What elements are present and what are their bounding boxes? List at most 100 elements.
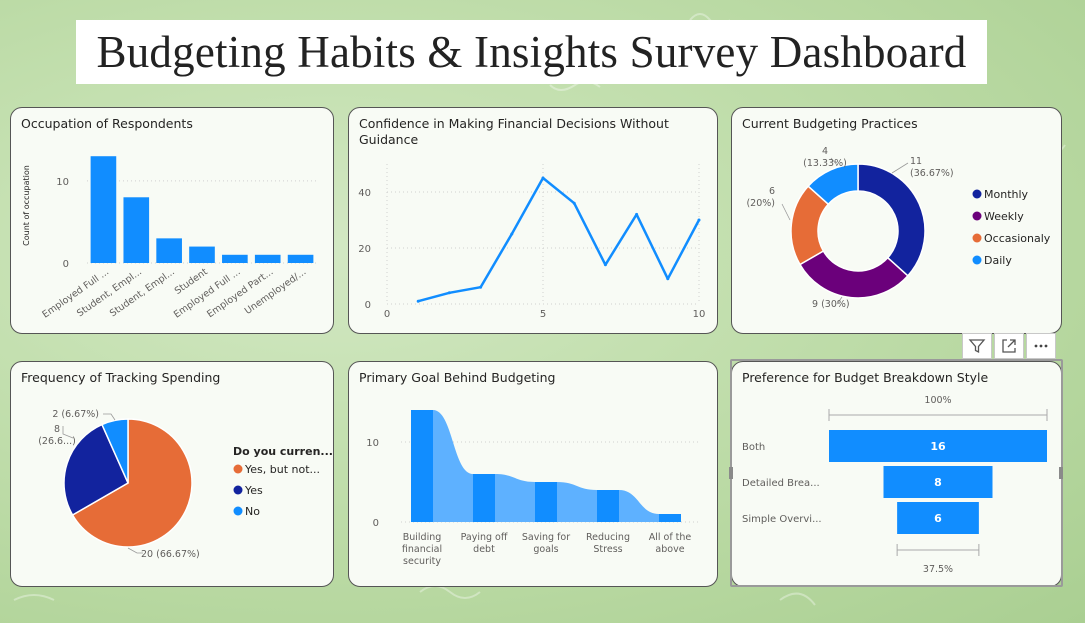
funnel-top-percent: 100%	[924, 395, 951, 406]
breakdown-card[interactable]: Preference for Budget Breakdown Style 10…	[731, 361, 1062, 587]
x-tick-label: Building financial security	[402, 532, 442, 567]
focus-mode-icon	[1002, 339, 1016, 353]
practices-data-label: 11 (36.67%)	[910, 156, 954, 179]
practices-slice-daily	[807, 163, 859, 206]
goal-ribbon	[619, 490, 659, 522]
occupation-card[interactable]: Occupation of Respondents 0 10 Count of oc…	[10, 107, 334, 334]
filter-button[interactable]	[962, 333, 992, 359]
x-tick-label: Paying off debt	[461, 532, 508, 555]
funnel-bar	[829, 430, 1047, 462]
practices-legend-item: Weekly	[984, 210, 1024, 223]
x-tick-label: Reducing Stress	[586, 532, 630, 555]
leader-line	[127, 547, 143, 554]
funnel-bar	[883, 466, 993, 498]
leader-line	[891, 162, 909, 174]
legend-marker	[972, 255, 982, 265]
confidence-data-point	[666, 277, 670, 281]
goal-ribbon-chart[interactable]: 0 10 Building financial security Paying off de…	[349, 362, 718, 587]
confidence-data-point	[603, 263, 607, 267]
goal-ribbon	[495, 474, 535, 522]
y-tick-label: 10	[366, 438, 379, 449]
resize-handle-left[interactable]	[729, 467, 733, 479]
confidence-series-line	[417, 176, 701, 303]
tracking-data-label: 20 (66.67%)	[141, 549, 200, 560]
funnel-bar	[897, 502, 979, 534]
tracking-card-title: Frequency of Tracking Spending	[21, 370, 221, 385]
leader-line	[836, 296, 843, 305]
funnel-category-label: Both	[742, 442, 765, 453]
tracking-pie-chart[interactable]: 20 (66.67%) 8 (26.6...) 2 (6.67%) Do you cur…	[11, 362, 334, 587]
funnel-value-label: 16	[930, 440, 946, 453]
legend-marker	[972, 211, 982, 221]
tracking-slice	[71, 418, 193, 548]
goal-card[interactable]: Primary Goal Behind Budgeting 0 10 Buildin…	[348, 361, 718, 587]
confidence-line-chart[interactable]: 0 20 40 0 5 10	[349, 108, 718, 334]
more-options-button[interactable]	[1026, 333, 1056, 359]
y-tick-label: 0	[365, 300, 371, 311]
tracking-legend-title: Do you curren...	[233, 445, 333, 458]
goal-bar	[659, 514, 681, 522]
practices-donut-chart[interactable]: 11 (36.67%) 9 (30%) 6 (20%) 4 (13.33%) Monthly W…	[732, 108, 1062, 334]
y-tick-label: 0	[373, 518, 379, 529]
goal-card-title: Primary Goal Behind Budgeting	[359, 370, 556, 385]
x-tick-label: 0	[384, 309, 390, 320]
practices-data-label: 4 (13.33%)	[803, 146, 847, 169]
practices-card[interactable]: Current Budgeting Practices 11 (36.67%) 9 …	[731, 107, 1062, 334]
occupation-bar	[254, 254, 281, 263]
legend-marker	[233, 485, 243, 495]
tracking-data-label: 8 (26.6...)	[38, 424, 76, 447]
focus-mode-button[interactable]	[994, 333, 1024, 359]
legend-marker	[972, 233, 982, 243]
x-tick-label: All of the above	[649, 532, 692, 555]
confidence-data-point	[635, 212, 639, 216]
leader-line	[103, 413, 116, 421]
tracking-card[interactable]: Frequency of Tracking Spending 20 (66.67…	[10, 361, 334, 587]
visual-header-toolbar	[962, 333, 1060, 359]
tracking-data-label: 2 (6.67%)	[52, 409, 99, 420]
y-tick-label: 20	[358, 244, 371, 255]
confidence-data-point	[447, 291, 451, 295]
goal-ribbon	[433, 410, 473, 522]
breakdown-card-title: Preference for Budget Breakdown Style	[742, 370, 989, 385]
funnel-category-label: Detailed Brea...	[742, 478, 820, 489]
occupation-bar	[189, 246, 215, 263]
confidence-data-point	[572, 201, 576, 205]
occupation-bar	[222, 254, 248, 263]
occupation-bar	[90, 156, 117, 263]
tracking-legend-item: Yes, but not...	[244, 463, 320, 476]
y-tick-label: 0	[63, 259, 69, 270]
more-options-icon	[1034, 344, 1048, 348]
filter-icon	[968, 339, 986, 354]
tracking-legend-item: Yes	[244, 484, 263, 497]
dashboard-title: Budgeting Habits & Insights Survey Dashb…	[76, 20, 987, 84]
practices-slice-monthly	[857, 163, 926, 277]
y-tick-label: 10	[56, 177, 69, 188]
goal-bar	[473, 474, 495, 522]
tracking-slice	[100, 418, 129, 484]
goal-ribbon	[557, 482, 597, 522]
x-tick-label: 5	[540, 309, 546, 320]
confidence-data-point	[416, 299, 420, 303]
x-tick-label: 10	[693, 309, 706, 320]
breakdown-funnel-chart[interactable]: 100% 16 Both 8 Detailed Brea... 6 Simple Overv…	[732, 362, 1062, 587]
occupation-bar	[287, 254, 314, 263]
practices-legend-item: Occasionaly	[984, 232, 1051, 245]
leader-line	[830, 157, 838, 166]
practices-legend-item: Daily	[984, 254, 1012, 267]
y-tick-label: 40	[358, 188, 371, 199]
leader-line	[62, 426, 74, 439]
occupation-bar	[156, 238, 182, 263]
practices-card-title: Current Budgeting Practices	[742, 116, 918, 131]
resize-handle-right[interactable]	[1059, 467, 1063, 479]
confidence-data-point	[479, 285, 483, 289]
confidence-data-point	[697, 218, 701, 222]
confidence-card[interactable]: Confidence in Making Financial Decisions…	[348, 107, 718, 334]
confidence-data-point	[541, 176, 545, 180]
legend-marker	[233, 506, 243, 516]
funnel-value-label: 8	[934, 476, 942, 489]
legend-marker	[972, 189, 982, 199]
tracking-legend-item: No	[245, 505, 260, 518]
funnel-bottom-percent: 37.5%	[923, 564, 953, 575]
y-axis-label: Count of occupation	[22, 165, 31, 246]
